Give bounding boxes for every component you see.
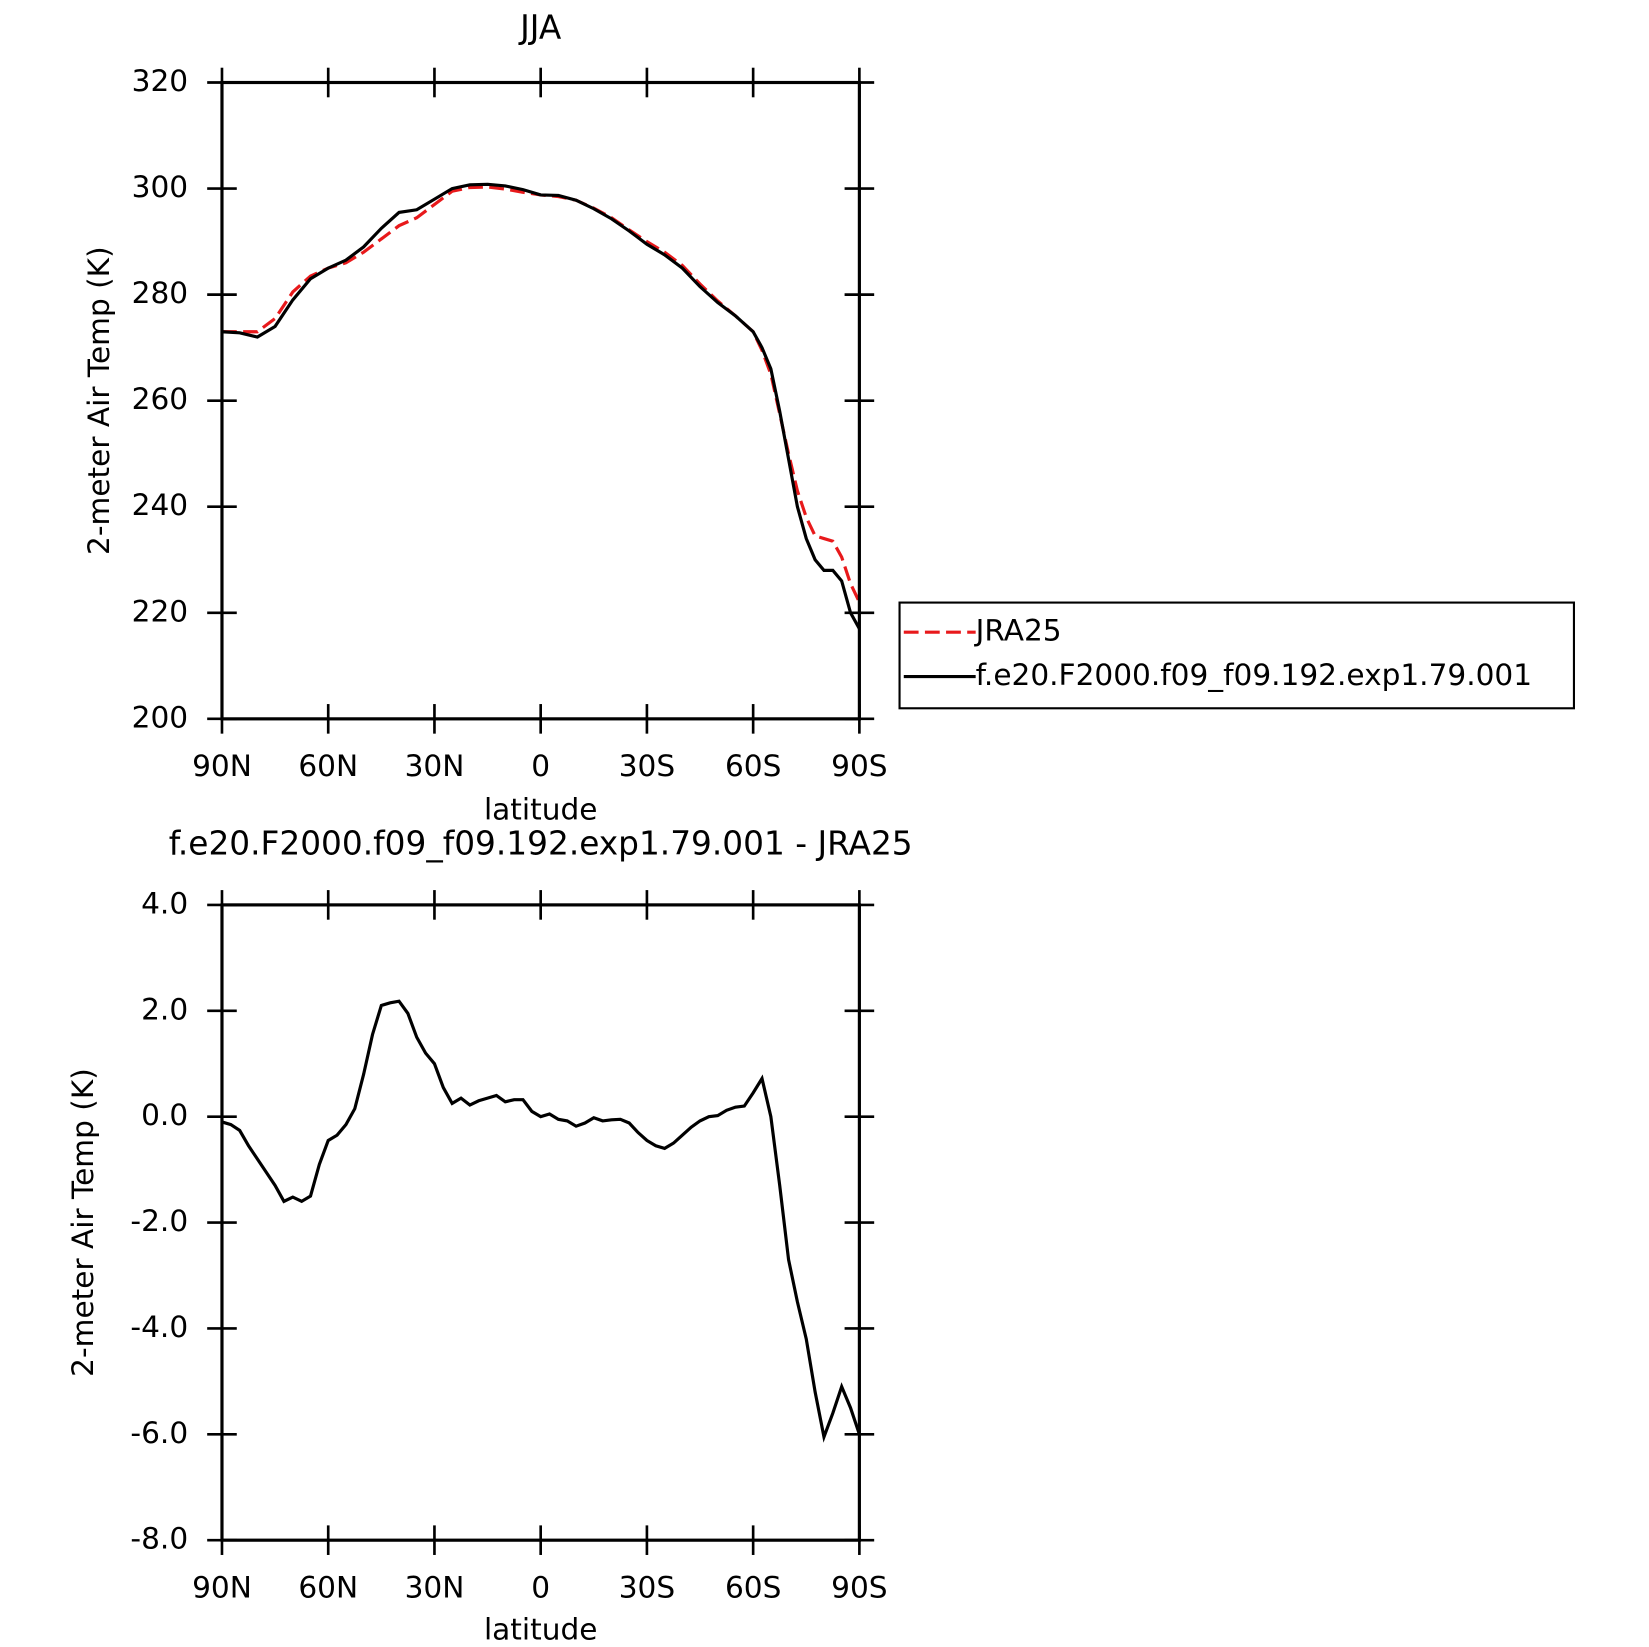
legend-label: f.e20.F2000.f09_f09.192.exp1.79.001 <box>976 658 1532 692</box>
x-tick-label: 0 <box>531 1570 550 1604</box>
y-tick-label: 200 <box>132 700 188 734</box>
y-tick-label: -4.0 <box>130 1310 188 1344</box>
x-tick-label: 0 <box>531 749 550 783</box>
y-tick-label: 260 <box>132 382 188 416</box>
legend-label: JRA25 <box>974 614 1062 648</box>
x-tick-label: 90S <box>831 1570 887 1604</box>
x-tick-label: 90N <box>192 1570 252 1604</box>
data-line <box>221 182 861 630</box>
y-tick-label: -6.0 <box>130 1416 188 1450</box>
x-tick-label: 90S <box>831 749 887 783</box>
plot-frame <box>220 903 861 1542</box>
x-axis-label: latitude <box>484 792 597 826</box>
x-tick-label: 30N <box>405 1570 465 1604</box>
y-tick-label: 4.0 <box>141 886 188 920</box>
x-tick-label: 30N <box>405 749 465 783</box>
y-tick-label: -8.0 <box>130 1522 188 1556</box>
y-tick-label: 300 <box>132 170 188 204</box>
x-tick-label: 90N <box>192 749 252 783</box>
chart-title: f.e20.F2000.f09_f09.192.exp1.79.001 - JR… <box>169 825 913 863</box>
y-axis-label: 2-meter Air Temp (K) <box>66 1068 100 1377</box>
y-tick-label: 280 <box>132 276 188 310</box>
y-tick-label: 240 <box>132 488 188 522</box>
legend-box <box>898 601 1576 710</box>
y-tick-label: 0.0 <box>141 1098 188 1132</box>
y-tick-label: 2.0 <box>141 992 188 1026</box>
data-line <box>221 999 861 1443</box>
x-tick-label: 60N <box>298 1570 358 1604</box>
plot-frame <box>220 80 861 721</box>
x-tick-label: 60S <box>725 1570 781 1604</box>
x-axis-label: latitude <box>484 1613 597 1647</box>
x-tick-label: 30S <box>619 749 675 783</box>
chart-title: JJA <box>518 9 562 47</box>
y-tick-label: 320 <box>132 64 188 98</box>
y-tick-label: 220 <box>132 594 188 628</box>
x-tick-label: 60S <box>725 749 781 783</box>
data-line <box>221 185 861 603</box>
y-axis-label: 2-meter Air Temp (K) <box>82 246 116 555</box>
y-tick-label: -2.0 <box>130 1204 188 1238</box>
x-tick-label: 30S <box>619 1570 675 1604</box>
x-tick-label: 60N <box>298 749 358 783</box>
